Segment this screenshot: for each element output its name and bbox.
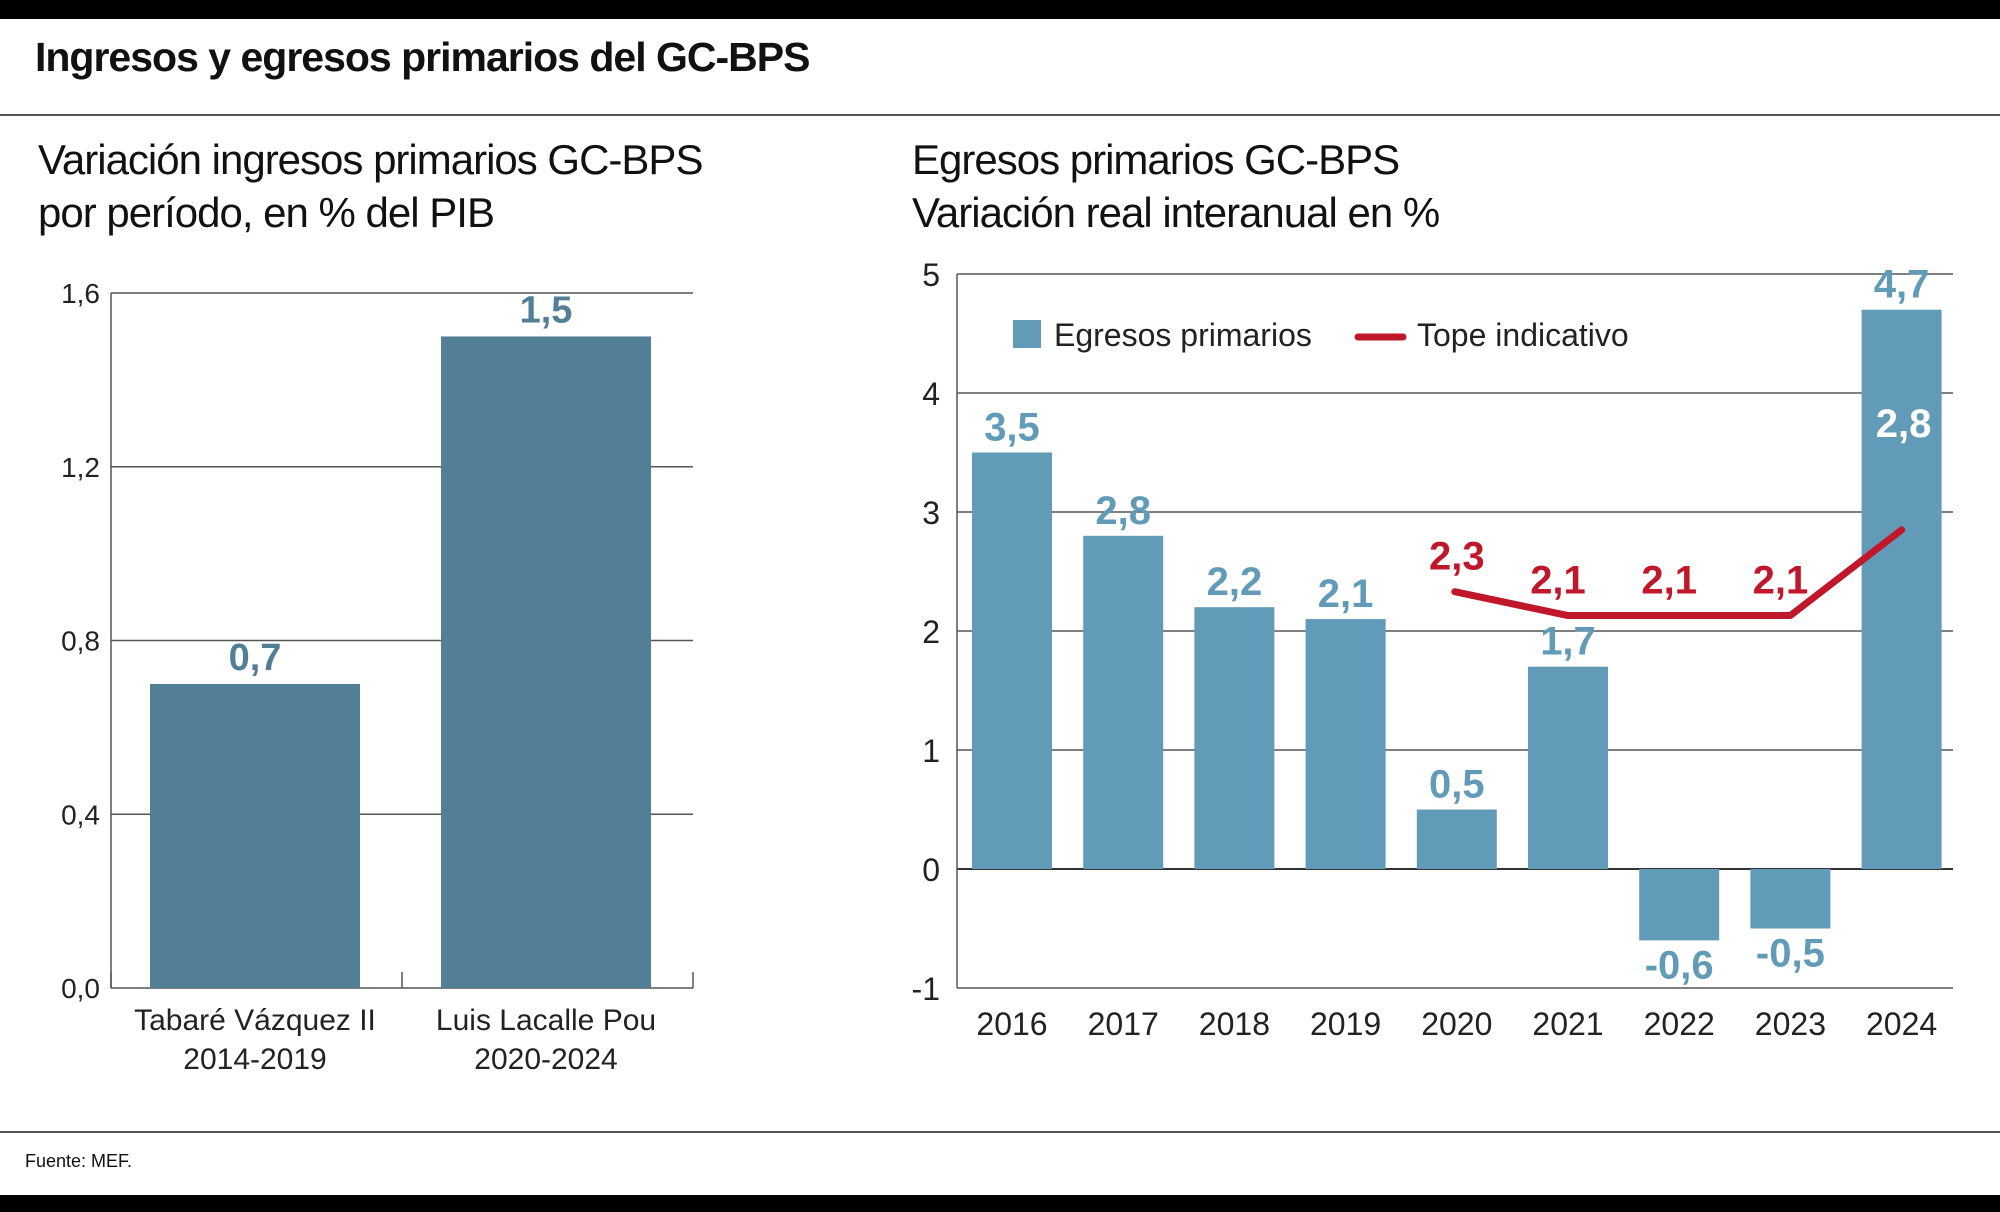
x-category-label: Luis Lacalle Pou	[436, 1004, 656, 1037]
line-series-tope	[1451, 526, 1906, 620]
x-category-label: 2024	[1866, 1006, 1937, 1042]
left-chart-title-line2: por período, en % del PIB	[38, 189, 495, 236]
x-category-label: Tabaré Vázquez II	[134, 1004, 376, 1037]
x-category-label: 2023	[1755, 1006, 1826, 1042]
bar-value-label: 0,7	[229, 637, 282, 679]
x-category-label: 2019	[1310, 1006, 1381, 1042]
divider	[0, 1131, 2000, 1133]
bar	[1528, 666, 1608, 869]
line-value-label: 2,3	[1429, 535, 1485, 579]
bar-value-label: 0,5	[1429, 763, 1485, 807]
right-chart-title-line2: Variación real interanual en %	[912, 189, 1440, 236]
y-tick-label: 0,0	[61, 973, 100, 1004]
y-tick-label: 3	[922, 495, 940, 531]
bar-value-label: 2,8	[1095, 489, 1151, 533]
y-tick-label: 5	[922, 257, 940, 293]
bar	[1194, 607, 1275, 869]
bar-value-label: 1,7	[1540, 620, 1596, 664]
bar-value-label: -0,6	[1645, 943, 1714, 987]
y-tick-label: 1,2	[61, 452, 100, 483]
bar	[1083, 535, 1164, 869]
legend-label-bar: Egresos primarios	[1054, 317, 1312, 353]
bar-value-label: 3,5	[984, 406, 1040, 450]
x-category-label: 2016	[976, 1006, 1047, 1042]
bar	[1639, 869, 1720, 941]
bar	[441, 336, 651, 988]
bar	[1861, 309, 1942, 869]
y-tick-label: 0,8	[61, 626, 100, 657]
bar-value-label: 2,2	[1207, 560, 1263, 604]
bottom-bar	[0, 1195, 2000, 1212]
x-category-label: 2021	[1532, 1006, 1603, 1042]
x-category-label: 2020	[1421, 1006, 1492, 1042]
source-note: Fuente: MEF.	[25, 1151, 133, 1171]
bar-value-label: 1,5	[520, 289, 573, 331]
bar	[1750, 869, 1831, 929]
x-category-label: 2020-2024	[474, 1043, 617, 1076]
bar-value-label: 4,7	[1874, 263, 1930, 307]
y-tick-label: 0	[922, 852, 940, 888]
top-bar	[0, 0, 2000, 19]
y-tick-label: 1	[922, 733, 940, 769]
bar	[972, 452, 1052, 869]
x-category-label: 2017	[1088, 1006, 1159, 1042]
bar-value-label: -0,5	[1756, 932, 1825, 976]
y-tick-label: 2	[922, 614, 940, 650]
legend-label-line: Tope indicativo	[1417, 317, 1629, 353]
bar	[1305, 619, 1386, 869]
x-category-label: 2022	[1644, 1006, 1715, 1042]
line-value-label: 2,1	[1753, 559, 1809, 603]
divider	[0, 114, 2000, 116]
y-tick-label: 1,6	[61, 278, 100, 309]
y-tick-label: -1	[912, 971, 940, 1007]
page-title: Ingresos y egresos primarios del GC-BPS	[35, 34, 810, 80]
left-chart-title: Variación ingresos primarios GC-BPS por …	[38, 133, 703, 239]
bar	[150, 683, 360, 988]
bar	[1416, 809, 1497, 869]
line-value-label: 2,8	[1876, 402, 1932, 446]
line-value-label: 2,1	[1641, 559, 1697, 603]
right-chart-title: Egresos primarios GC-BPS Variación real …	[912, 133, 1440, 239]
right-chart-title-line1: Egresos primarios GC-BPS	[912, 136, 1400, 183]
x-category-label: 2014-2019	[183, 1043, 326, 1076]
line-value-label: 2,1	[1530, 559, 1586, 603]
bar-value-label: 2,1	[1318, 572, 1374, 616]
x-category-label: 2018	[1199, 1006, 1270, 1042]
y-tick-label: 0,4	[61, 799, 100, 830]
y-tick-label: 4	[922, 376, 940, 412]
left-chart-title-line1: Variación ingresos primarios GC-BPS	[38, 136, 703, 183]
legend-swatch-bar	[1013, 320, 1041, 348]
